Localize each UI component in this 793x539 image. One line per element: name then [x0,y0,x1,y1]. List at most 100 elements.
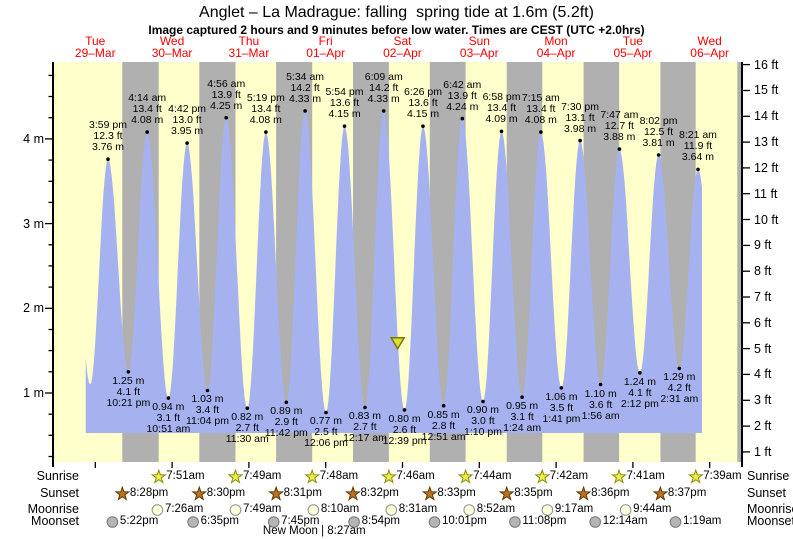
right-axis-tick-label: 12 ft [754,160,779,175]
moonset-time: 5:22pm [119,515,159,527]
sunset-star-icon [652,485,669,501]
tide-extreme-dot [696,167,700,172]
tide-extreme-dot [126,370,131,374]
tide-extreme-dot [460,116,465,121]
sunset-star-icon [268,485,285,501]
day-label: Sat 02–Apr [383,34,422,60]
tide-extreme-dot [145,130,149,134]
right-axis-tick-label: 13 ft [754,135,779,150]
astro-row-label-moonrise: Moonrise [27,502,79,516]
tide-extreme-dot [520,395,524,400]
low-tide-label: 1.24 m 4.1 ft 2:12 pm [620,375,659,410]
tide-extreme-dot [656,153,661,157]
right-axis-tick-label: 4 ft [754,367,772,382]
moonrise-time: 8:52am [476,503,516,515]
moonrise-circle-icon [151,504,164,516]
tide-extreme-dot [303,109,307,113]
tide-extreme-dot [324,410,328,415]
moonset-time: 1:19am [682,515,722,527]
high-tide-label: 7:30 pm 13.1 ft 3.98 m [561,100,600,135]
sunrise-star-icon [687,468,704,484]
day-label: Wed 30–Mar [151,34,193,60]
tide-extreme-dot [598,382,603,387]
right-axis-tick-label: 8 ft [754,264,772,279]
left-axis-tick-label: 3 m [23,216,44,231]
moonrise-circle-icon [463,504,476,516]
tide-extreme-dot [617,147,622,151]
moonset-time: 12:14am [602,515,648,527]
moonrise-time: 7:26am [164,503,204,515]
tide-extreme-dot [481,399,485,404]
moonset-time: 10:01pm [442,515,487,527]
right-axis-tick-label: 3 ft [754,393,772,408]
day-label: Mon 04–Apr [536,34,576,60]
high-tide-label: 3:59 pm 12.3 ft 3.76 m [89,119,127,154]
sunrise-star-icon [457,468,474,484]
tide-extreme-dot [539,130,543,134]
sunset-star-icon [575,485,592,501]
tide-extreme-dot [559,386,564,390]
day-label: Thu 31–Mar [228,34,270,60]
tide-extreme-dot [245,406,250,411]
sunrise-time: 7:48am [319,470,359,482]
sunrise-star-icon [611,468,627,484]
moonset-circle-icon [187,516,199,528]
tide-extreme-dot [677,366,682,371]
sunrise-star-icon [534,468,551,484]
moonset-time: 6:35pm [200,515,239,527]
high-tide-label: 5:54 pm 13.6 ft 4.15 m [325,86,364,121]
moonset-circle-icon [348,516,360,528]
current-tide-marker [389,336,406,351]
high-tide-label: 4:14 am 13.4 ft 4.08 m [128,92,167,127]
right-axis-tick-label: 9 ft [754,238,772,253]
astro-row-label-moonset: Moonset [31,514,79,528]
low-tide-label: 0.82 m 2.7 ft 11:30 am [225,411,269,446]
sunset-star-icon [498,485,515,501]
sunrise-star-icon [304,468,321,484]
moonset-time: 8:54pm [361,515,400,527]
moonset-circle-icon [106,516,119,528]
sunrise-time: 7:44am [473,470,512,482]
tide-extreme-dot [578,138,582,143]
sunset-time: 8:31pm [283,487,322,499]
sunset-time: 8:37pm [667,487,707,499]
tide-extreme-dot [363,405,367,410]
right-axis-tick-label: 2 ft [754,419,772,434]
sunrise-star-icon [227,468,244,484]
sunset-star-icon [421,485,438,501]
low-tide-label: 0.90 m 3.0 ft 1:10 pm [464,404,502,439]
right-axis-tick-label: 7 ft [754,289,772,304]
high-tide-label: 5:19 pm 13.4 ft 4.08 m [246,92,285,127]
tide-extreme-dot [205,388,210,393]
moonset-circle-icon [267,516,280,528]
astro-row-label-moonrise: Moonrise [747,502,793,516]
astro-row-label-sunrise: Sunrise [747,469,790,483]
moonset-time: 7:45pm [281,515,320,527]
tide-extreme-dot [185,141,189,145]
tide-extreme-dot [402,408,407,412]
moonset-time: 11:08pm [522,515,567,527]
day-label: Fri 01–Apr [306,34,345,60]
moonrise-time: 8:10am [320,503,360,515]
moonrise-time: 9:17am [554,503,594,515]
sunrise-time: 7:51am [166,470,205,482]
astro-row-label-sunset: Sunset [747,486,786,500]
high-tide-label: 6:58 pm 13.4 ft 4.09 m [482,91,521,126]
left-axis-tick-label: 1 m [23,386,44,400]
high-tide-label: 6:42 am 13.9 ft 4.24 m [443,78,482,113]
sunset-time: 8:36pm [591,487,630,499]
right-axis-tick-label: 11 ft [754,186,778,201]
sunrise-time: 7:41am [626,470,665,482]
moonrise-circle-icon [619,504,632,516]
day-label: Wed 06–Apr [690,34,729,60]
low-tide-label: 1.25 m 4.1 ft 10:21 pm [106,374,151,409]
sunset-star-icon [345,485,361,501]
left-axis-tick-label: 4 m [23,131,44,146]
sunrise-star-icon [380,468,397,484]
moonset-circle-icon [669,516,682,528]
tide-extreme-dot [284,400,289,405]
tide-extreme-dot [638,370,642,375]
high-tide-label: 8:21 am 11.9 ft 3.64 m [678,129,717,164]
sunrise-time: 7:42am [549,470,589,482]
